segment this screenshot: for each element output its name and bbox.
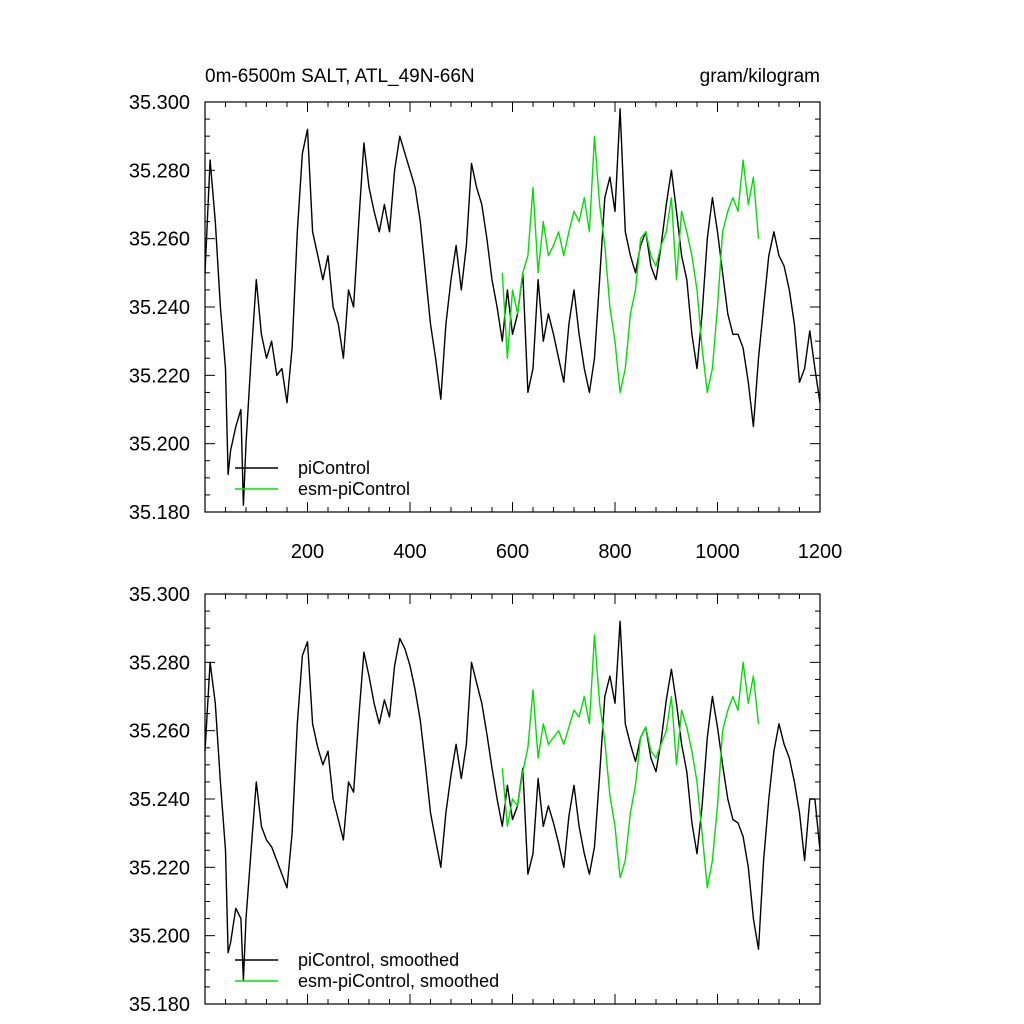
- y-tick-label: 35.240: [129, 789, 190, 811]
- y-tick-label: 35.240: [129, 297, 190, 319]
- y-tick-label: 35.260: [129, 229, 190, 251]
- x-tick-label: 800: [598, 541, 631, 563]
- series-line-picontrol-smoothed: [204, 620, 821, 981]
- bottom-panel: 35.180 35.200 35.220 35.240 35.260 35.280 35.3…: [129, 584, 821, 1016]
- y-tick-label: 35.220: [129, 365, 190, 387]
- x-tick-label: 1200: [798, 541, 843, 563]
- y-tick-label: 35.280: [129, 160, 190, 182]
- chart-title-right: gram/kilogram: [700, 66, 820, 87]
- plot-frame: [204, 101, 821, 513]
- y-tick-label: 35.300: [129, 584, 190, 606]
- y-tick-label: 35.280: [129, 652, 190, 674]
- y-tick-label: 35.200: [129, 926, 190, 948]
- y-tick-label: 35.220: [129, 857, 190, 879]
- x-tick-label: 1000: [695, 541, 740, 563]
- x-tick-label: 200: [291, 541, 324, 563]
- y-tick-label: 35.180: [129, 502, 190, 524]
- series-line-picontrol: [204, 108, 821, 506]
- y-tick-label: 35.260: [129, 721, 190, 743]
- series-line-esm-picontrol: [501, 135, 760, 394]
- top-panel: 35.180 35.200 35.220 35.240 35.260 35.280 35.3…: [129, 92, 842, 563]
- series-line-esm-picontrol-smoothed: [501, 634, 760, 889]
- legend-label: esm-piControl, smoothed: [298, 971, 499, 991]
- chart-title-left: 0m-6500m SALT, ATL_49N-66N: [205, 66, 475, 87]
- legend-label: esm-piControl: [298, 479, 410, 499]
- legend-label: piControl: [298, 458, 370, 478]
- y-tick-label: 35.200: [129, 434, 190, 456]
- x-tick-label: 600: [496, 541, 529, 563]
- x-tick-label: 400: [393, 541, 426, 563]
- y-tick-label: 35.180: [129, 994, 190, 1016]
- y-tick-label: 35.300: [129, 92, 190, 114]
- legend-label: piControl, smoothed: [298, 950, 459, 970]
